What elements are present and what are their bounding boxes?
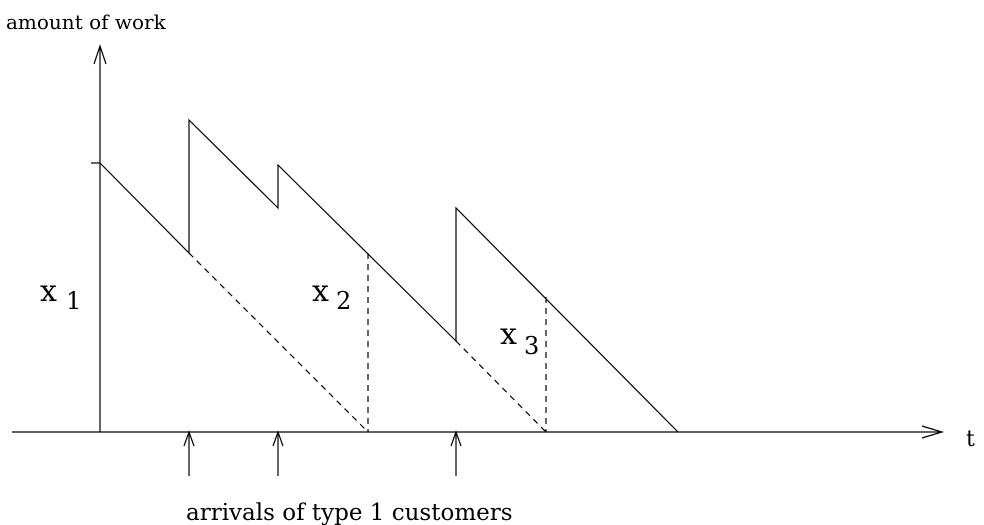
x2-label: x: [312, 274, 329, 309]
axes: [12, 44, 945, 439]
dashed-decay-1: [188, 252, 369, 433]
arrival-arrowhead-1: [183, 430, 195, 447]
x-axis-label: t: [966, 427, 975, 452]
x2-subscript: 2: [336, 287, 351, 315]
x1-label: x: [40, 274, 57, 309]
x3-subscript: 3: [524, 332, 539, 360]
y-axis-label: amount of work: [6, 10, 167, 34]
arrival-arrowhead-2: [272, 430, 284, 447]
arrivals-caption: arrivals of type 1 customers: [186, 500, 513, 525]
arrival-arrowhead-3: [450, 430, 462, 447]
x1-subscript: 1: [66, 287, 81, 315]
x3-label: x: [500, 317, 517, 352]
arrival-arrows: [183, 430, 462, 476]
y-axis-arrowhead: [93, 44, 107, 65]
workload-path: [99, 118, 679, 433]
x-axis-arrowhead: [921, 425, 945, 439]
